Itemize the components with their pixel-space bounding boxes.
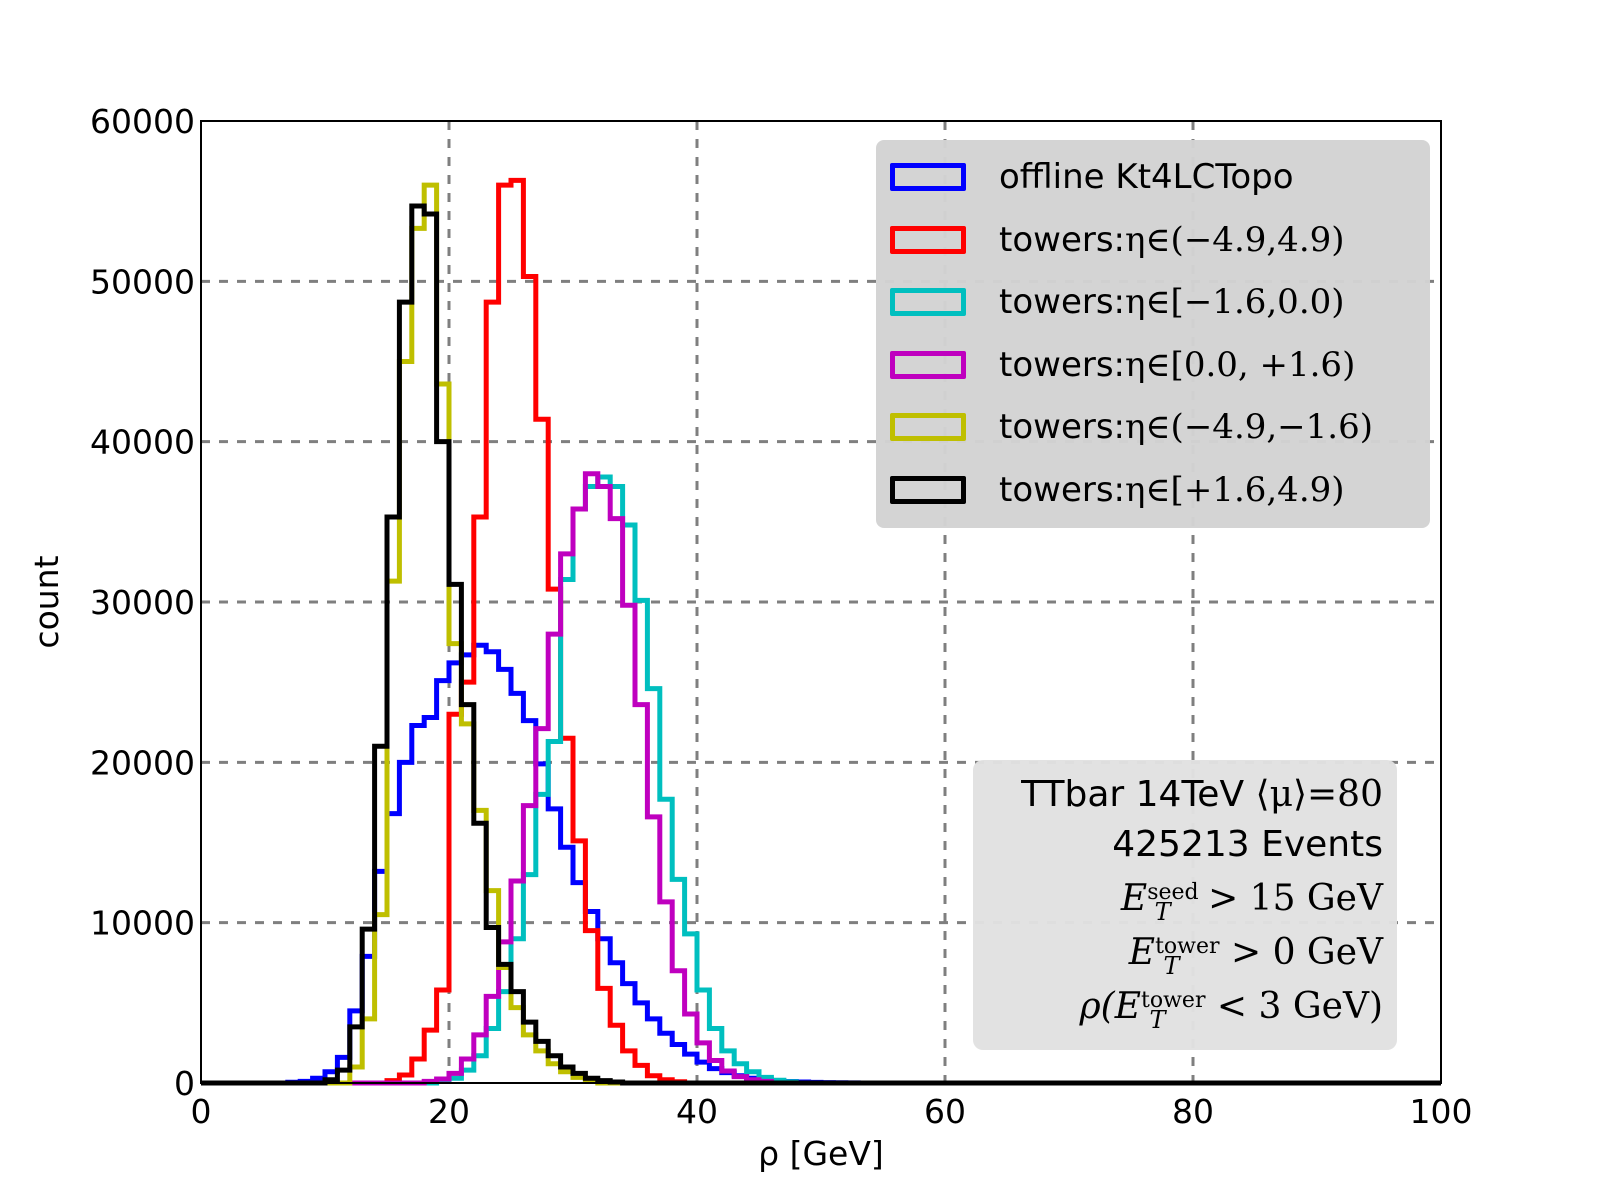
et-symbol: E [1128, 932, 1156, 973]
legend-eta-range: η∈[+1.6,4.9) [1125, 469, 1345, 510]
et-subscript: T [1163, 952, 1180, 980]
legend-eta-range: η∈[−1.6,0.0) [1125, 282, 1345, 322]
x-tick-label: 40 [676, 1092, 718, 1131]
et-superscript: tower [1141, 987, 1206, 1013]
annotation-run-info: TTbar 14TeV ⟨μ⟩=80 [1021, 774, 1383, 815]
y-tick-label: 30000 [90, 583, 195, 622]
legend-item: towers: η∈(−4.9,−1.6) [890, 400, 1373, 454]
plot-frame [200, 120, 1442, 1084]
legend-label: towers: [999, 344, 1126, 385]
y-tick-label: 50000 [90, 262, 195, 301]
y-tick-label: 10000 [90, 904, 195, 943]
annotation-box: TTbar 14TeV ⟨μ⟩=80 425213 Events EseedT … [973, 760, 1397, 1050]
legend-swatch [890, 475, 966, 504]
et-symbol: E [1120, 878, 1148, 919]
annotation-seed-cut: EseedT > 15 GeV [1120, 878, 1383, 926]
rho-cut-value: < 3 GeV) [1205, 986, 1383, 1027]
legend-label: towers: [999, 407, 1126, 447]
legend: offline Kt4LCTopo towers: η∈(−4.9,4.9) tow… [876, 140, 1430, 528]
rho-prefix: ρ( [1079, 986, 1115, 1027]
series-line-1 [201, 177, 1441, 1086]
legend-item: offline Kt4LCTopo [890, 150, 1294, 204]
seed-cut-value: > 15 GeV [1196, 878, 1383, 919]
x-tick-label: 80 [1172, 1092, 1214, 1131]
annotation-tower-cut: EtowerT > 0 GeV [1128, 932, 1383, 980]
legend-swatch [890, 350, 966, 379]
x-tick-label: 100 [1410, 1092, 1473, 1131]
y-tick-label: 40000 [90, 423, 195, 462]
legend-eta-range: η∈(−4.9,−1.6) [1125, 407, 1374, 447]
legend-item: towers: η∈[+1.6,4.9) [890, 463, 1345, 517]
annotation-rho-cut: ρ(EtowerT < 3 GeV) [1079, 986, 1383, 1034]
y-axis-label: count [27, 555, 66, 648]
legend-eta-range: η∈(−4.9,4.9) [1125, 219, 1345, 260]
et-subscript: T [1154, 898, 1171, 926]
x-tick-label: 0 [191, 1092, 212, 1131]
legend-swatch [890, 288, 966, 316]
et-superscript: seed [1147, 879, 1199, 905]
x-axis-ticks: 0 20 40 60 80 100 [191, 1092, 1473, 1131]
legend-swatch [890, 413, 966, 441]
legend-eta-range: η∈[0.0, +1.6) [1125, 344, 1356, 385]
legend-item: towers: η∈[0.0, +1.6) [890, 338, 1355, 392]
tower-cut-value: > 0 GeV [1219, 932, 1383, 973]
x-tick-label: 20 [428, 1092, 470, 1131]
legend-item: towers: η∈[−1.6,0.0) [890, 275, 1345, 329]
annotation-sample: TTbar 14TeV [1021, 774, 1256, 815]
series-line-3 [201, 471, 1441, 1086]
et-superscript: tower [1155, 933, 1220, 959]
annotation-events: 425213 Events [1112, 824, 1383, 865]
legend-label: towers: [999, 282, 1126, 322]
legend-label: towers: [999, 469, 1126, 510]
y-tick-label: 0 [174, 1064, 195, 1103]
series-line-5 [201, 203, 1441, 1086]
y-tick-label: 20000 [90, 743, 195, 782]
legend-label: towers: [999, 219, 1126, 260]
y-tick-label: 60000 [90, 102, 195, 141]
et-subscript: T [1149, 1006, 1166, 1034]
annotation-pileup: ⟨μ⟩=80 [1255, 774, 1383, 815]
legend-item: towers: η∈(−4.9,4.9) [890, 213, 1345, 267]
x-axis-label: ρ [GeV] [758, 1134, 884, 1173]
legend-swatch [890, 225, 966, 254]
y-axis-ticks: 0 10000 20000 30000 40000 50000 60000 [90, 102, 195, 1103]
et-symbol: E [1114, 986, 1142, 1027]
legend-swatch [890, 163, 966, 191]
series-group [201, 177, 1441, 1086]
legend-label: offline Kt4LCTopo [999, 157, 1294, 197]
x-tick-label: 60 [924, 1092, 966, 1131]
